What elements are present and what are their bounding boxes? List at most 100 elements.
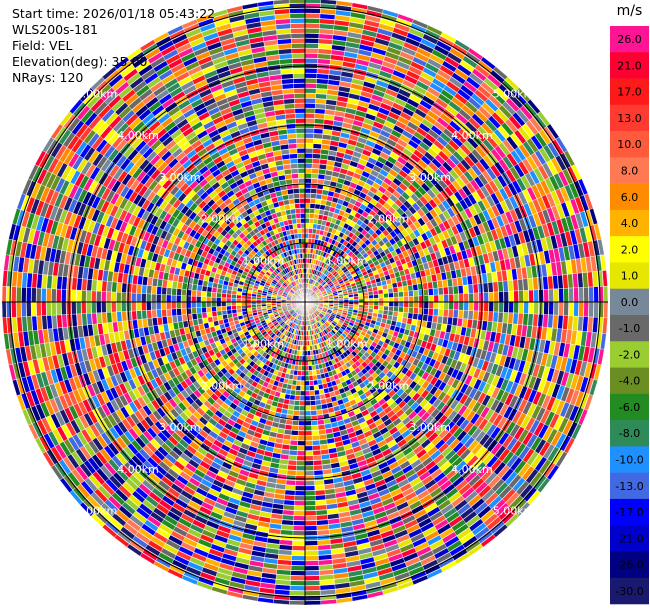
- gate-cell: [317, 549, 332, 556]
- gate-cell: [56, 301, 62, 316]
- gate-cell: [91, 279, 98, 292]
- gate-cell: [196, 290, 202, 297]
- gate-cell: [111, 311, 118, 323]
- gate-cell: [86, 301, 92, 314]
- gate-cell: [198, 323, 205, 331]
- gate-cell: [279, 458, 289, 465]
- gate-cell: [290, 565, 306, 571]
- gate-cell: [201, 290, 207, 298]
- gate-cell: [216, 310, 223, 317]
- gate-cell: [298, 420, 306, 426]
- gate-cell: [312, 374, 318, 381]
- gate-cell: [111, 301, 117, 313]
- gate-cell: [291, 555, 306, 561]
- gate-cell: [300, 380, 306, 386]
- gate-cell: [316, 409, 323, 416]
- gate-cell: [388, 306, 394, 312]
- gate-cell: [457, 309, 464, 319]
- gate-cell: [121, 292, 127, 303]
- gate-cell: [301, 365, 306, 371]
- gate-cell: [297, 435, 306, 441]
- gate-cell: [116, 301, 122, 313]
- gate-cell: [307, 350, 311, 356]
- gate-cell: [428, 308, 434, 316]
- gate-cell: [287, 464, 297, 471]
- gate-cell: [402, 312, 409, 319]
- gate-cell: [146, 293, 152, 303]
- gate-cell: [142, 318, 149, 328]
- gate-cell: [147, 317, 154, 328]
- gate-cell: [306, 340, 310, 346]
- gate-cell: [283, 429, 292, 436]
- gate-cell: [276, 569, 292, 576]
- gate-cell: [106, 311, 113, 323]
- gate-cell: [497, 311, 504, 323]
- gate-cell: [319, 444, 329, 450]
- gate-cell: [151, 293, 157, 303]
- gate-cell: [317, 544, 332, 551]
- gate-cell: [304, 370, 310, 376]
- gate-cell: [196, 301, 202, 308]
- gate-cell: [572, 315, 579, 331]
- gate-cell: [181, 308, 187, 316]
- gate-cell: [318, 564, 334, 571]
- gate-cell: [319, 589, 336, 596]
- gate-cell: [141, 310, 148, 320]
- gate-cell: [517, 313, 524, 326]
- gate-cell: [91, 312, 98, 325]
- gate-cell: [291, 545, 306, 551]
- gate-cell: [141, 284, 148, 294]
- gate-cell: [304, 580, 321, 586]
- gate-cell: [177, 275, 184, 283]
- gate-cell: [147, 276, 154, 287]
- gate-cell: [507, 312, 514, 324]
- gate-cell: [261, 303, 267, 307]
- gate-cell: [51, 288, 57, 303]
- gate-cell: [518, 301, 524, 314]
- gate-cell: [304, 430, 313, 436]
- gate-cell: [290, 575, 306, 581]
- gate-cell: [290, 435, 299, 441]
- gate-cell: [289, 585, 306, 591]
- gate-cell: [433, 308, 439, 317]
- gate-cell: [308, 380, 314, 386]
- gate-cell: [314, 484, 325, 491]
- gate-cell: [423, 308, 429, 316]
- gate-cell: [176, 281, 183, 290]
- gate-cell: [304, 550, 319, 556]
- gate-cell: [300, 370, 306, 376]
- gate-cell: [61, 301, 67, 315]
- gate-cell: [191, 295, 197, 303]
- gate-cell: [236, 301, 242, 306]
- gate-cell: [482, 311, 489, 322]
- gate-cell: [196, 312, 203, 320]
- gate-cell: [171, 315, 178, 324]
- gate-cell: [131, 292, 137, 303]
- gate-cell: [312, 454, 322, 461]
- gate-cell: [216, 306, 222, 312]
- gate-cell: [197, 318, 204, 325]
- gate-cell: [562, 315, 569, 330]
- gate-cell: [304, 590, 321, 596]
- gate-cell: [226, 301, 232, 307]
- gate-cell: [304, 435, 313, 441]
- gate-cell: [478, 301, 484, 312]
- gate-cell: [46, 274, 53, 289]
- gate-cell: [486, 321, 493, 332]
- gate-cell: [316, 514, 329, 521]
- gate-cell: [284, 489, 296, 496]
- gate-cell: [142, 276, 149, 286]
- gate-cell: [166, 308, 172, 317]
- gate-cell: [304, 455, 314, 461]
- gate-cell: [191, 284, 198, 291]
- gate-cell: [304, 440, 313, 446]
- gate-cell: [156, 294, 162, 303]
- gate-cell: [547, 314, 554, 329]
- gate-cell: [51, 275, 58, 290]
- gate-cell: [176, 295, 182, 303]
- gate-cell: [192, 278, 199, 286]
- gate-cell: [316, 529, 330, 536]
- gate-cell: [322, 468, 333, 475]
- gate-cell: [289, 580, 306, 586]
- gate-cell: [231, 305, 237, 310]
